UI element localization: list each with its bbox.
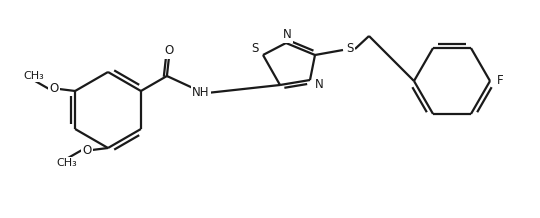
Text: NH: NH (192, 87, 210, 99)
Text: CH₃: CH₃ (57, 158, 77, 168)
Text: F: F (497, 75, 503, 87)
Text: O: O (50, 82, 59, 95)
Text: N: N (282, 29, 292, 41)
Text: S: S (251, 41, 259, 54)
Text: CH₃: CH₃ (24, 71, 44, 81)
Text: O: O (164, 44, 173, 58)
Text: O: O (83, 143, 92, 157)
Text: N: N (315, 78, 323, 90)
Text: S: S (346, 41, 354, 54)
